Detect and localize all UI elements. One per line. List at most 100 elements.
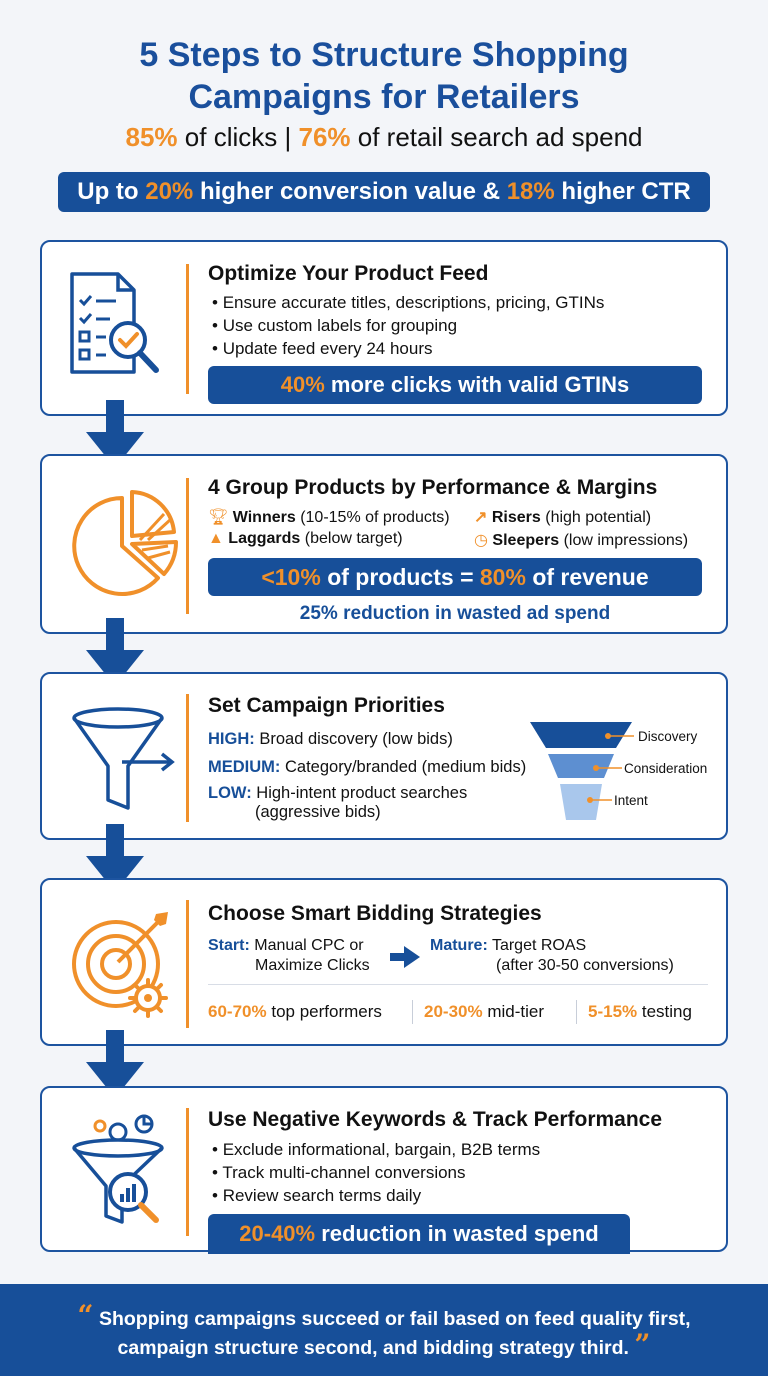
list-item: Update feed every 24 hours — [212, 337, 604, 360]
headline-banner: Up to 20% higher conversion value & 18% … — [58, 172, 710, 212]
card-divider — [186, 900, 189, 1028]
priority-level: LOW: — [208, 784, 252, 802]
callout-value: 80% — [479, 564, 526, 590]
footer-quote: “ Shopping campaigns succeed or fail bas… — [0, 1284, 768, 1376]
funnel-analytics-icon — [72, 1114, 164, 1224]
priority-low: LOW: High-intent product searches (aggre… — [208, 784, 467, 822]
priority-desc: High-intent product searches — [256, 784, 468, 802]
mature-line-2: (after 30-50 conversions) — [496, 957, 674, 974]
right-arrow-icon — [390, 946, 420, 968]
step-card-priorities: Set Campaign Priorities HIGH: Broad disc… — [40, 672, 728, 840]
quote-line-1: Shopping campaigns succeed or fail based… — [98, 1308, 691, 1330]
split-label: top performers — [271, 1002, 382, 1021]
priority-desc: Category/branded (medium bids) — [285, 758, 527, 776]
callout-text: more clicks with valid GTINs — [330, 372, 630, 397]
callout-value: 40% — [280, 372, 325, 397]
split-testing: 5-15% testing — [588, 1002, 692, 1022]
list-item: Exclude informational, bargain, B2B term… — [212, 1138, 541, 1161]
bidding-mature: Mature: Target ROAS (after 30-50 convers… — [430, 936, 674, 976]
group-desc: (high potential) — [545, 509, 652, 526]
list-item: Review search terms daily — [212, 1184, 540, 1207]
banner-prefix: Up to — [77, 178, 139, 205]
group-name: Sleepers — [492, 532, 560, 549]
quote-close-icon: ” — [634, 1328, 651, 1361]
banner-value-conversion: 20% — [145, 178, 194, 205]
group-desc: (low impressions) — [563, 532, 689, 549]
step-card-negative-keywords: Use Negative Keywords & Track Performanc… — [40, 1086, 728, 1254]
stat-spend-label: of retail search ad spend — [357, 122, 643, 152]
callout-pill: 20-40% reduction in wasted spend — [208, 1214, 630, 1254]
step-card-feed: Optimize Your Product Feed Ensure accura… — [40, 240, 728, 416]
target-gear-icon — [72, 912, 168, 1018]
headline-stats: 85% of clicks | 76% of retail search ad … — [0, 122, 768, 153]
group-sleepers: ◷ Sleepers (low impressions) — [474, 530, 688, 550]
down-arrow-icon — [86, 1030, 144, 1098]
funnel-label-intent: Intent — [614, 793, 648, 808]
card-divider — [186, 264, 189, 394]
priority-high: HIGH: Broad discovery (low bids) — [208, 730, 453, 749]
list-item: Use custom labels for grouping — [212, 314, 604, 337]
sub-note: 25% reduction in wasted ad spend — [299, 603, 611, 624]
callout-text: reduction in wasted spend — [321, 1221, 599, 1246]
funnel-arrow-icon — [72, 707, 175, 810]
priority-desc: Broad discovery (low bids) — [259, 730, 453, 748]
title-line-1: 5 Steps to Structure Shopping — [139, 36, 629, 74]
card-divider — [186, 1108, 189, 1236]
callout-text: of revenue — [532, 564, 649, 590]
title-line-2: Campaigns for Retailers — [188, 78, 580, 116]
split-label: testing — [641, 1002, 692, 1021]
list-item: Track multi-channel conversions — [212, 1161, 540, 1184]
list-item: Ensure accurate titles, descriptions, pr… — [212, 291, 605, 314]
start-line-1: Manual CPC or — [254, 937, 364, 954]
stat-spend-value: 76% — [298, 122, 351, 152]
step-title: Set Campaign Priorities — [208, 694, 445, 717]
split-label: mid-tier — [487, 1002, 545, 1021]
document-checklist-magnifier-icon — [70, 272, 159, 374]
group-winners: 🏆︎ Winners (10-15% of products) — [208, 507, 450, 527]
callout-text: of products = — [327, 564, 474, 590]
mature-label: Mature: — [430, 937, 488, 954]
pie-chart-icon — [72, 490, 179, 596]
section-divider — [208, 984, 708, 985]
split-value: 60-70% — [208, 1002, 267, 1021]
priority-medium: MEDIUM: Category/branded (medium bids) — [208, 758, 526, 777]
priority-funnel-graphic — [530, 722, 634, 820]
group-name: Winners — [232, 509, 296, 526]
card-divider — [186, 478, 189, 614]
start-line-2: Maximize Clicks — [255, 957, 370, 974]
step-card-grouping: 4 Group Products by Performance & Margin… — [40, 454, 728, 634]
bidding-start: Start: Manual CPC or Maximize Clicks — [208, 936, 370, 976]
step-title: 4 Group Products by Performance & Margin… — [208, 476, 658, 499]
split-value: 20-30% — [424, 1002, 483, 1021]
step-title: Use Negative Keywords & Track Performanc… — [208, 1108, 663, 1131]
trend-up-icon: ↗ — [474, 509, 488, 526]
step-title: Choose Smart Bidding Strategies — [208, 902, 542, 925]
priority-level: HIGH: — [208, 730, 255, 748]
funnel-label-discovery: Discovery — [638, 729, 698, 744]
group-name: Risers — [491, 509, 541, 526]
group-desc: (10-15% of products) — [300, 509, 450, 526]
group-name: Laggards — [228, 530, 301, 547]
banner-suffix: higher CTR — [561, 178, 691, 205]
start-label: Start: — [208, 937, 250, 954]
group-laggards: ▲ Laggards (below target) — [208, 530, 403, 548]
group-risers: ↗ Risers (high potential) — [474, 507, 651, 527]
clock-icon: ◷ — [474, 532, 488, 549]
card-divider — [186, 694, 189, 822]
split-top-performers: 60-70% top performers — [208, 1002, 382, 1022]
bullet-list: Exclude informational, bargain, B2B term… — [212, 1138, 540, 1207]
down-arrow-icon — [86, 824, 144, 892]
stat-divider: | — [284, 122, 292, 152]
split-value: 5-15% — [588, 1002, 638, 1021]
priority-level: MEDIUM: — [208, 758, 281, 776]
quote-line-2: campaign structure second, and bidding s… — [117, 1337, 629, 1359]
trophy-icon: 🏆︎ — [208, 509, 229, 526]
thumbs-up-icon: ▲ — [208, 530, 224, 547]
down-arrow-icon — [86, 400, 144, 468]
stat-clicks-label: of clicks — [184, 122, 278, 152]
callout-pill: 40% more clicks with valid GTINs — [208, 366, 702, 404]
split-divider — [576, 1000, 577, 1024]
step-card-bidding: Choose Smart Bidding Strategies Start: M… — [40, 878, 728, 1046]
stat-clicks-value: 85% — [125, 122, 178, 152]
split-mid-tier: 20-30% mid-tier — [424, 1002, 544, 1022]
